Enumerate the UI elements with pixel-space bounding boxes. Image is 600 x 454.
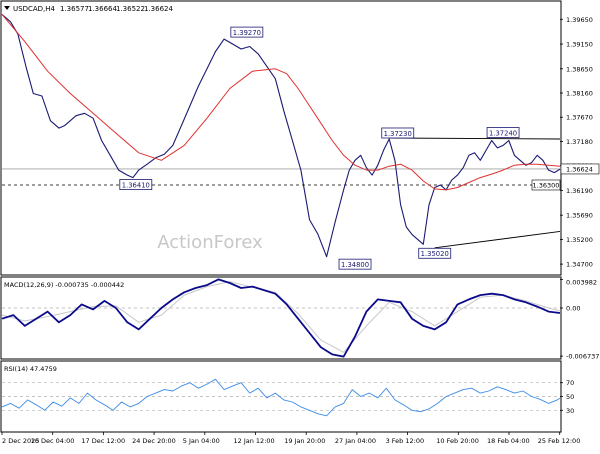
current-price-tag-label: 1.36624 bbox=[566, 165, 593, 173]
x-axis-tick-label: 24 Dec 20:00 bbox=[132, 437, 176, 445]
price-annotation-label: 1.36410 bbox=[122, 181, 150, 189]
price-panel-frame bbox=[0, 0, 562, 276]
rsi-plot: RSI(14) 47.4759 bbox=[1, 365, 561, 417]
macd-y-tick-label: 0.00 bbox=[566, 305, 580, 313]
price-annotation-box bbox=[381, 127, 415, 139]
price-annotation-4: 1.35020 bbox=[418, 247, 452, 259]
x-axis-tick-label: 27 Jan 04:00 bbox=[335, 437, 376, 445]
macd-y-tick-label: 0.003982 bbox=[566, 279, 597, 287]
price-y-tick-label: 1.37670 bbox=[566, 114, 593, 122]
price-y-tick-label: 1.38650 bbox=[566, 65, 593, 73]
price-y-tick-label: 1.35200 bbox=[566, 236, 593, 244]
rsi-line bbox=[1, 378, 561, 417]
x-axis-tick-label: 10 Dec 04:00 bbox=[31, 437, 75, 445]
x-axis-tick-label: 3 Feb 12:00 bbox=[386, 437, 425, 445]
support-level-tag-label: 1.36300 bbox=[533, 181, 560, 189]
price-annotation-1: 1.36410 bbox=[119, 179, 153, 190]
price-annotation-2: 1.34800 bbox=[338, 258, 372, 270]
price-y-tick-label: 1.39650 bbox=[566, 16, 593, 24]
price-annotation-3: 1.37230 bbox=[381, 127, 415, 139]
price-annotation-label: 1.39270 bbox=[233, 29, 261, 37]
macd-panel-frame bbox=[0, 276, 562, 360]
price-annotation-box bbox=[230, 26, 264, 38]
price-annotation-label: 1.35020 bbox=[421, 250, 449, 258]
price-plot: 1.39270 1.36410 1.34800 1.37230 1.35020 1.372… bbox=[1, 13, 561, 270]
rsi-y-tick-label: 70 bbox=[566, 379, 574, 387]
support-level-tag: 1.36300 bbox=[531, 179, 561, 191]
ohlc-close: 1.36624 bbox=[144, 5, 173, 13]
price-annotation-0: 1.39270 bbox=[230, 26, 264, 38]
macd-plot: MACD(12,26,9) -0.000735 -0.000442 bbox=[1, 278, 561, 358]
price-annotation-5: 1.37240 bbox=[486, 127, 520, 138]
price-annotation-box bbox=[486, 127, 520, 138]
price-annotation-label: 1.37230 bbox=[384, 130, 412, 138]
price-annotation-box bbox=[418, 247, 452, 259]
rsi-y-tick-label: 50 bbox=[566, 393, 574, 401]
ohlc-high: 1.36664 bbox=[88, 5, 117, 13]
current-price-tag-box bbox=[560, 163, 600, 175]
x-axis-tick-label: 17 Dec 12:00 bbox=[81, 437, 125, 445]
price-y-tick-label: 1.36190 bbox=[566, 187, 593, 195]
price-y-tick-label: 1.34700 bbox=[566, 261, 593, 269]
symbol-header: USDCAD,H4 1.36577 1.36664 1.36522 1.3662… bbox=[4, 5, 173, 13]
price-annotation-box bbox=[119, 179, 153, 190]
trendline-1 bbox=[434, 231, 561, 249]
support-level-tag-box bbox=[531, 179, 561, 191]
ohlc-open: 1.36577 bbox=[60, 5, 89, 13]
price-series-line bbox=[1, 13, 561, 258]
ohlc-low: 1.36522 bbox=[116, 5, 145, 13]
price-annotation-label: 1.34800 bbox=[341, 261, 369, 269]
rsi-title: RSI(14) 47.4759 bbox=[4, 365, 57, 373]
trendline-0 bbox=[389, 137, 561, 140]
macd-line bbox=[1, 278, 561, 358]
price-annotation-label: 1.37240 bbox=[489, 129, 517, 137]
x-axis-tick-label: 19 Jan 20:00 bbox=[284, 437, 325, 445]
x-axis-tick-label: 5 Jan 04:00 bbox=[183, 437, 220, 445]
current-price-tag: 1.36624 bbox=[560, 163, 600, 175]
macd-y-tick-label: -0.006737 bbox=[566, 353, 599, 361]
axis-labels: 1.39650 1.39150 1.38650 1.38160 1.37670 1.371… bbox=[1, 16, 600, 445]
macd-title: MACD(12,26,9) -0.000735 -0.000442 bbox=[4, 281, 124, 289]
price-annotation-box bbox=[338, 258, 372, 270]
watermark-text: ActionForex bbox=[157, 232, 263, 253]
x-axis-tick-label: 18 Feb 04:00 bbox=[487, 437, 530, 445]
price-y-tick-label: 1.37180 bbox=[566, 138, 593, 146]
x-axis-tick-label: 12 Jan 12:00 bbox=[234, 437, 275, 445]
x-axis-tick-label: 10 Feb 20:00 bbox=[436, 437, 479, 445]
price-y-tick-label: 1.39150 bbox=[566, 41, 593, 49]
moving-average-line bbox=[1, 14, 561, 191]
price-y-tick-label: 1.35690 bbox=[566, 212, 593, 220]
symbol-label: USDCAD,H4 bbox=[13, 5, 56, 13]
x-axis-tick-label: 25 Feb 12:00 bbox=[538, 437, 581, 445]
price-y-tick-label: 1.38160 bbox=[566, 89, 593, 97]
x-axis-tick-label: 2 Dec 2025 bbox=[2, 437, 39, 445]
rsi-y-tick-label: 30 bbox=[566, 407, 574, 415]
dropdown-arrow-icon[interactable] bbox=[4, 6, 10, 10]
